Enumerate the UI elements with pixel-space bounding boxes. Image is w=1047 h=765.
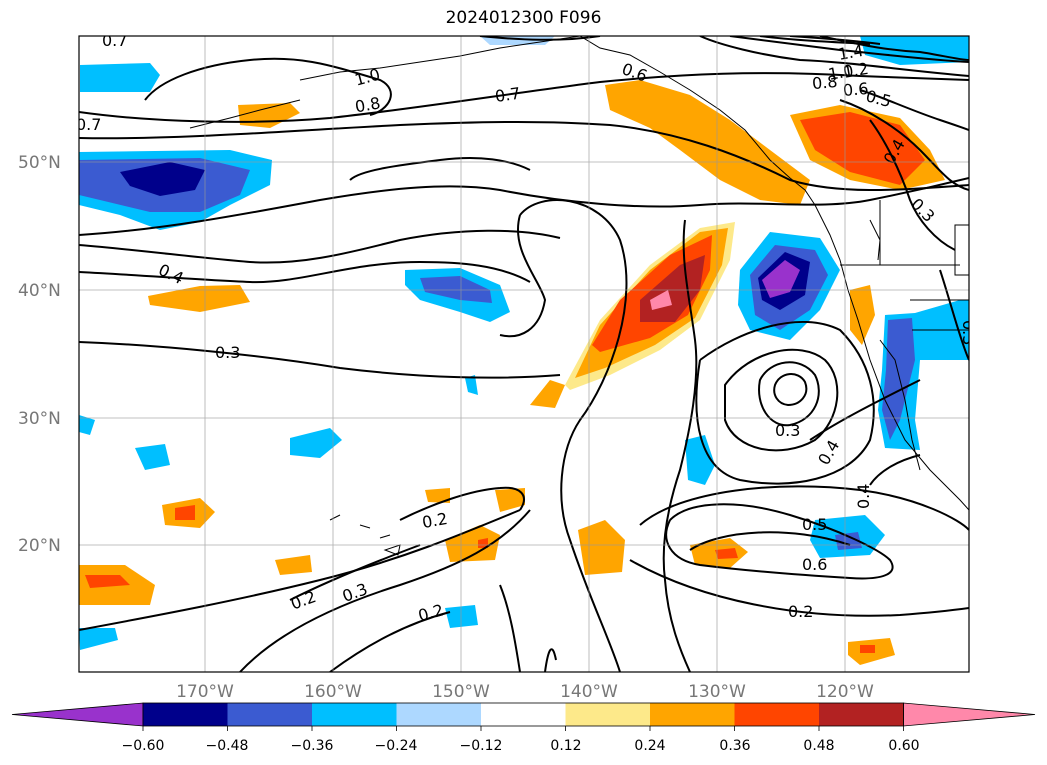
contour-label: 0.2 [416,600,446,625]
contour-label: 0.3 [215,343,240,362]
contour-label: 0.2 [421,509,449,532]
contour-label: 0.8 [353,93,381,116]
gridlines [79,36,969,672]
contour-label: 0.7 [494,84,522,106]
lat-label: 50°N [18,153,61,173]
lat-label: 40°N [18,281,61,301]
colorbar [11,702,1036,731]
colorbar-tick-label: 0.24 [634,738,665,754]
colorbar-tick-labels: −0.60 −0.48 −0.36 −0.24 −0.12 0.12 0.24 … [122,738,920,754]
colorbar-swatch [312,703,397,726]
anomaly-fill [605,80,810,205]
anomaly-fill [860,36,969,65]
anomaly-fill [850,285,875,345]
latitude-labels: 50°N 40°N 30°N 20°N [18,153,61,556]
colorbar-tick-label: 0.36 [719,738,750,754]
lon-label: 140°W [560,682,618,702]
anomaly-fill [835,532,862,550]
lat-label: 20°N [18,536,61,556]
map-plot-area: 0.7 1.0 0.8 0.7 0.7 0.6 1.4 1.2 1.0 0.8 … [76,31,978,672]
colorbar-frame [142,702,904,727]
colorbar-swatch [565,703,651,726]
contour-label: 0.6 [802,555,827,574]
colorbar-tick-label: −0.12 [460,738,503,754]
contour-label: 1.0 [353,65,383,90]
colorbar-tick-label: −0.48 [206,738,249,754]
anomaly-fill [715,548,738,559]
anomaly-fill [478,538,488,548]
contour-label: 0.3 [959,320,978,345]
contour-label: 0.2 [788,602,813,621]
anomaly-fill [860,645,875,653]
colorbar-swatch [481,703,566,726]
colorbar-tick-label: 0.60 [888,738,919,754]
anomaly-fill [148,285,250,312]
anomaly-fill [445,605,478,628]
lon-label: 150°W [432,682,490,702]
anomaly-fill [80,63,160,92]
colorbar-tick-label: −0.60 [122,738,165,754]
contour-label: 0.5 [802,515,827,534]
lon-label: 120°W [816,682,874,702]
anomaly-fill [420,276,492,303]
anomaly-fill [800,112,925,185]
contour-label: 1.2 [842,59,870,82]
colorbar-tick-label: 0.48 [803,738,834,754]
anomaly-fill [650,290,672,310]
contour-label: 0.7 [76,115,101,134]
contour-label: 0.4 [814,437,843,469]
anomaly-fill [495,488,525,512]
longitude-labels: 170°W 160°W 150°W 140°W 130°W 120°W [176,682,874,702]
map-frame [78,35,970,673]
contour-label: 0.2 [288,587,318,614]
colorbar-swatch [396,703,482,726]
lon-label: 130°W [688,682,746,702]
colorbar-tick-label: −0.36 [291,738,334,754]
contour-label: 0.8 [811,72,838,93]
contour-label: 0.3 [340,579,370,606]
colorbar-extend-high [903,702,1036,727]
colorbar-swatch [143,703,228,726]
colorbar-swatch [227,703,313,726]
contour-label: 0.3 [907,194,938,225]
colorbar-tick-label: 0.12 [550,738,581,754]
contour-label: 1.0 [827,61,855,84]
contour-label: 0.4 [854,484,873,509]
anomaly-fill [762,260,800,298]
anomaly-fill [425,488,450,503]
map-title: 2024012300 F096 [445,8,602,28]
anomaly-fill [79,415,95,435]
filled-anomaly-areas [79,36,969,665]
anomaly-fill [85,575,130,588]
contour-label: 0.3 [775,421,800,440]
contour-lines [79,36,969,672]
anomaly-fill [275,555,312,575]
contour-label: 0.4 [156,260,187,288]
colorbar-swatch [819,703,904,726]
anomaly-fill [530,380,565,408]
contour-label: 0.7 [102,31,127,50]
contour-label: 1.4 [837,41,865,64]
colorbar-swatch [650,703,735,726]
anomaly-fill [175,505,195,520]
anomaly-fill [135,444,170,470]
anomaly-fill [465,375,478,395]
anomaly-fill [290,428,342,458]
anomaly-fill [238,103,300,128]
colorbar-tick-label: −0.24 [375,738,418,754]
colorbar-swatch [734,703,820,726]
lat-label: 30°N [18,409,61,429]
contour-label: 0.6 [842,79,869,100]
contour-label: 0.5 [864,86,894,111]
anomaly-fill [79,628,118,650]
anomaly-fill [578,520,625,575]
anomaly-fill [120,162,205,196]
anomaly-fill [685,435,715,485]
lon-label: 170°W [176,682,234,702]
lon-label: 160°W [304,682,362,702]
colorbar-extend-low [11,702,144,727]
